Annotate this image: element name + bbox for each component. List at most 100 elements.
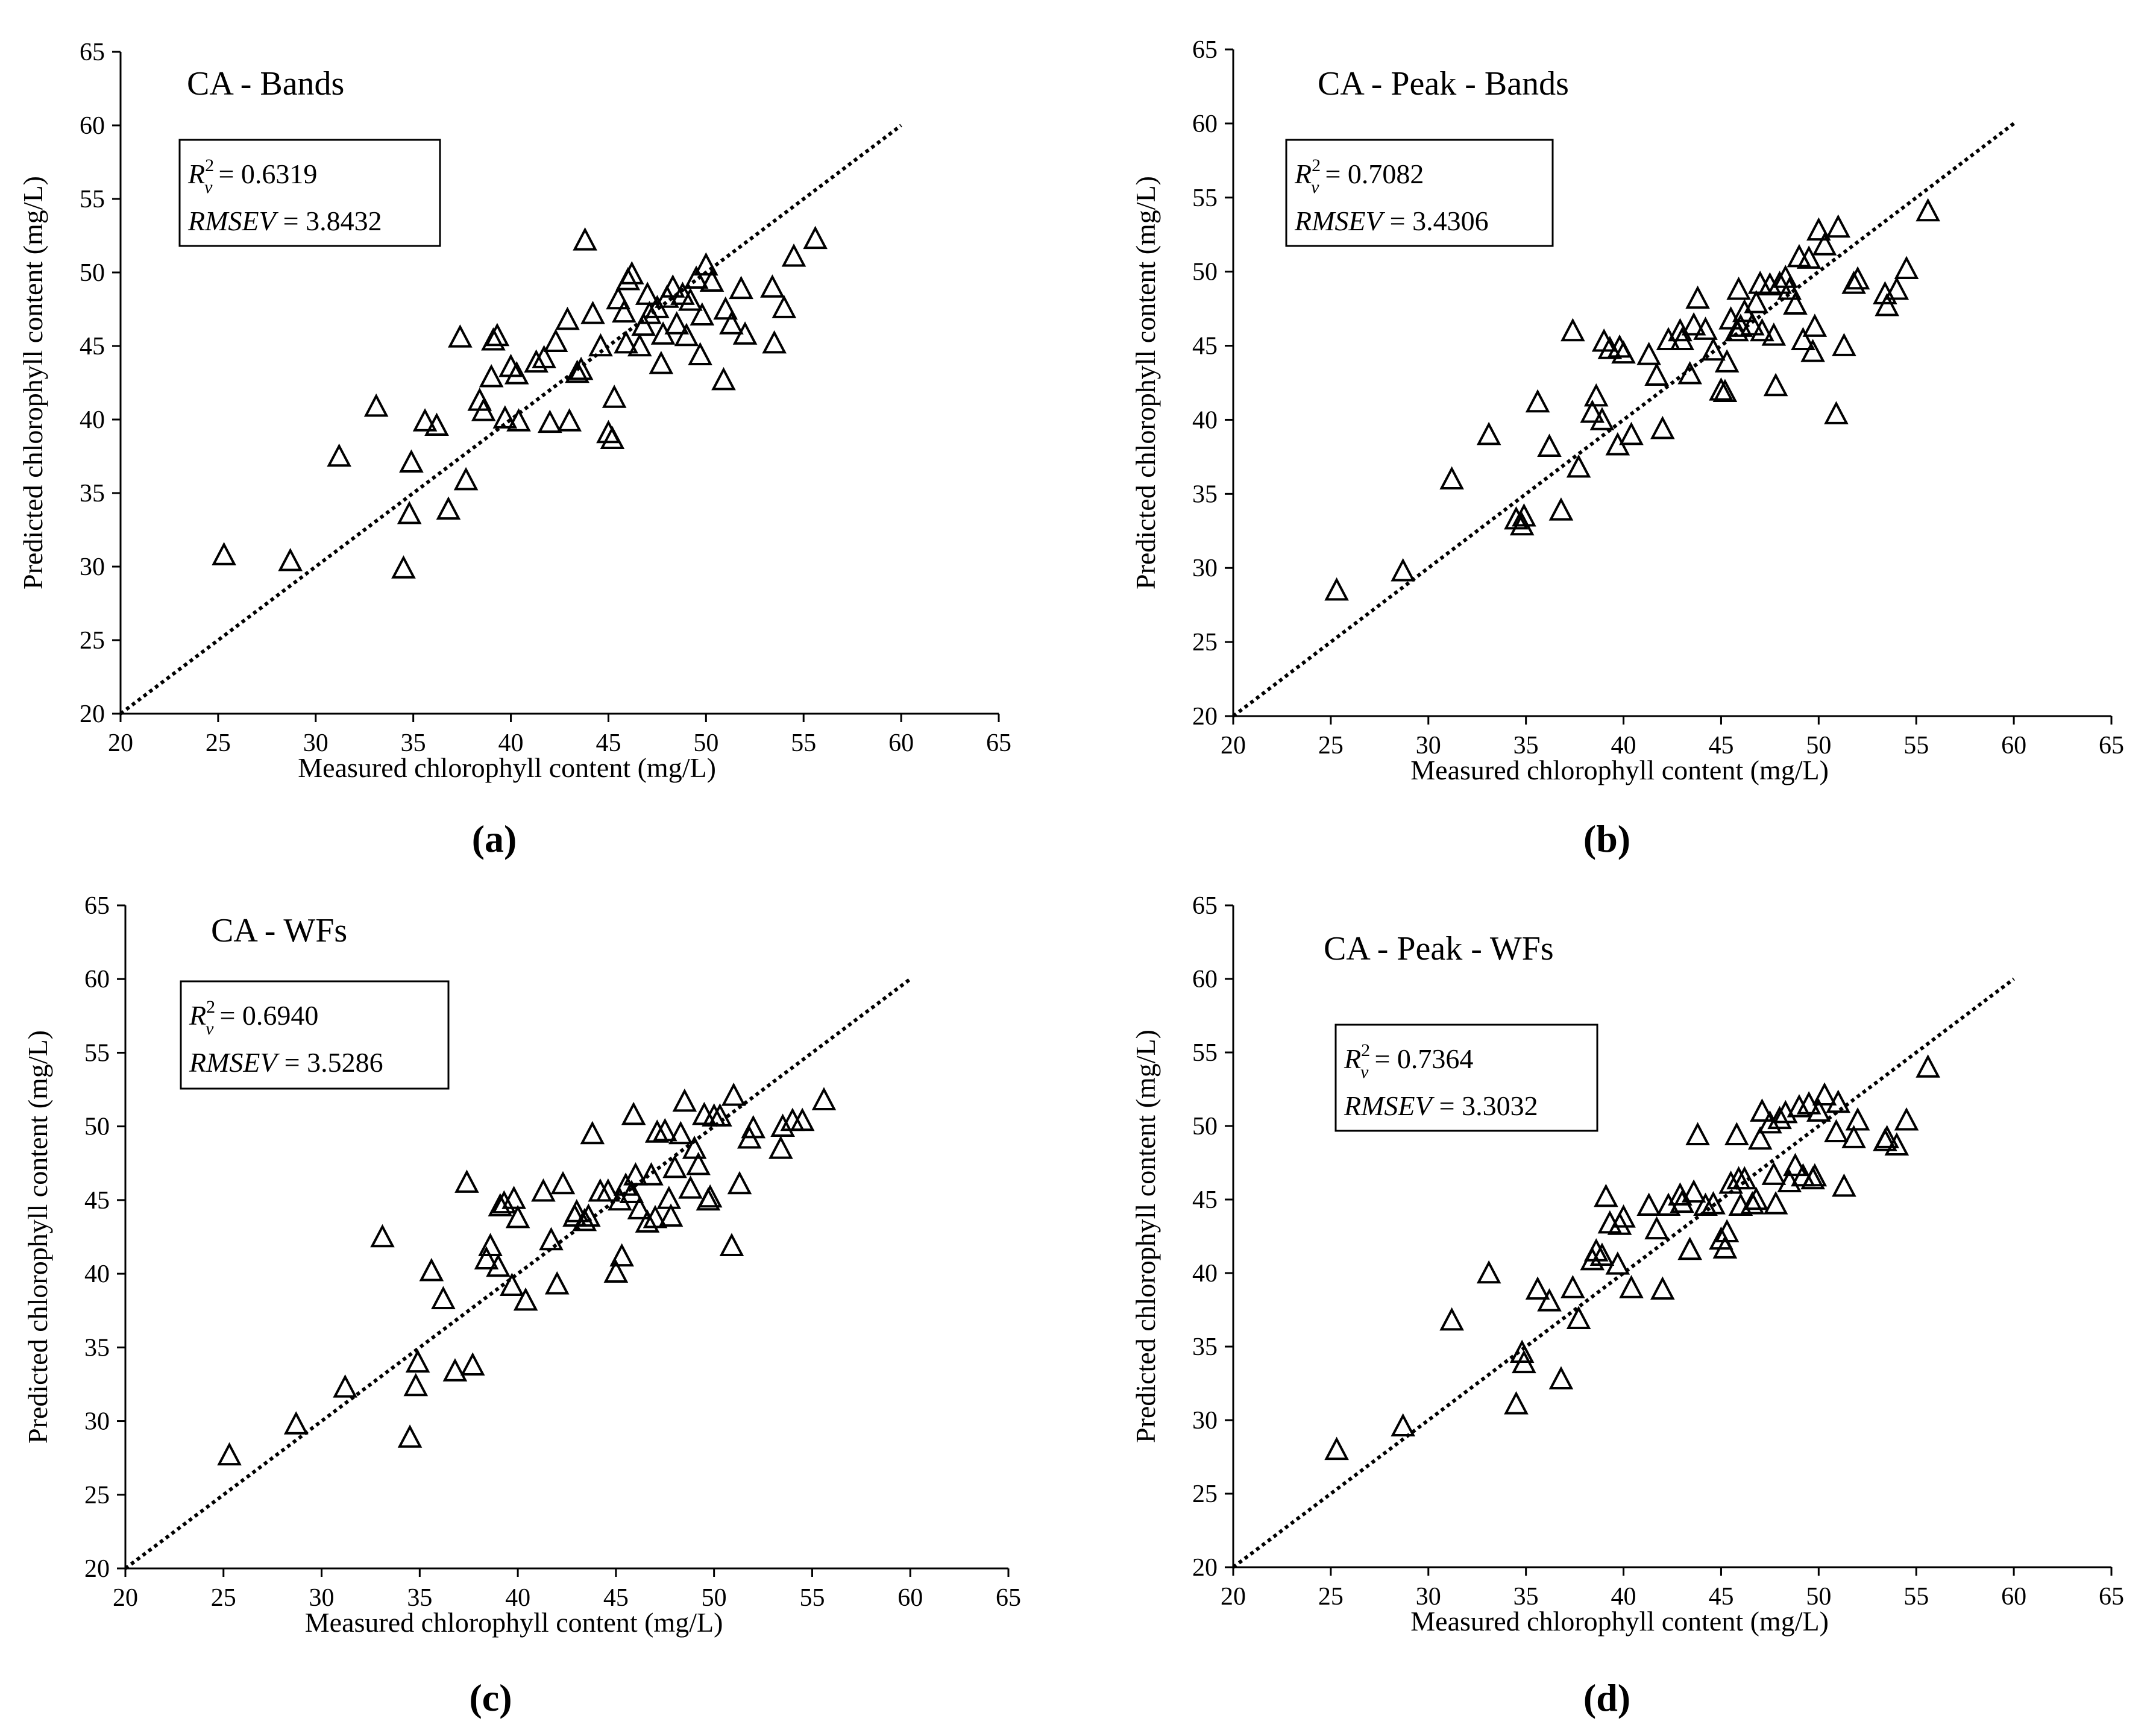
x-tick-label: 65 (996, 1584, 1021, 1612)
rmsev-label: RMSEV (189, 1047, 280, 1078)
rmsev-text: RMSEV = 3.3032 (1344, 1090, 1538, 1121)
data-point (1583, 383, 1609, 407)
data-point (1750, 1098, 1774, 1122)
data-point (1744, 1186, 1769, 1210)
data-point (1894, 1107, 1919, 1131)
data-point (212, 542, 236, 565)
y-tick-label: 60 (80, 112, 105, 140)
data-point (631, 312, 656, 336)
y-tick-label: 35 (84, 1334, 110, 1362)
x-tick-label: 50 (1806, 732, 1831, 760)
data-point (719, 1233, 744, 1256)
data-point (614, 330, 638, 354)
data-point (600, 426, 625, 450)
data-point (1476, 421, 1501, 445)
data-point (1636, 342, 1661, 365)
r2-text: R2 v = 0.7082 (1294, 156, 1424, 197)
x-tick-label: 55 (799, 1584, 825, 1612)
data-point (481, 327, 506, 351)
data-point (606, 286, 630, 310)
data-point (619, 261, 644, 285)
data-point (1783, 1153, 1808, 1177)
data-point (460, 1352, 485, 1376)
data-point (649, 350, 674, 374)
data-point (596, 1178, 621, 1202)
data-point (760, 274, 785, 298)
data-point (1677, 360, 1702, 385)
chart-d: 20 25 30 35 40 45 50 55 60 65 20 25 30 35 40 45 50 55 60 65… (1130, 892, 2124, 1637)
x-tick-label: 30 (309, 1584, 335, 1612)
data-point (602, 385, 627, 408)
data-point (627, 1196, 652, 1219)
data-point (811, 1087, 837, 1110)
data-point (711, 366, 736, 391)
data-point (397, 1424, 423, 1448)
x-tick-label: 20 (108, 729, 133, 757)
data-point (1841, 271, 1866, 294)
x-tick-label: 45 (1708, 732, 1733, 760)
data-point (1644, 362, 1669, 386)
y-tick-label: 20 (1192, 703, 1218, 731)
y-axis-title: Predicted chlorophyll content (mg/L) (17, 176, 48, 590)
r2-text: R2 v = 0.7364 (1344, 1040, 1473, 1082)
y-axis-title: Predicted chlorophyll content (mg/L) (22, 1030, 53, 1444)
data-point (1391, 1413, 1415, 1437)
data-point (1841, 1125, 1866, 1148)
y-tick-label: 50 (80, 259, 105, 287)
y-axis-title: Predicted chlorophyll content (mg/L) (1130, 1030, 1161, 1443)
data-point (678, 1175, 703, 1199)
r2-superscript: 2 (206, 997, 215, 1017)
rmsev-text: RMSEV = 3.8432 (187, 206, 382, 236)
data-point (1701, 337, 1726, 361)
data-point (436, 496, 461, 520)
data-point (1894, 256, 1919, 280)
rmsev-label: RMSEV (187, 206, 279, 236)
chart-title: CA - Bands (187, 65, 344, 102)
r2-value: = 0.6319 (218, 159, 317, 189)
data-point (1611, 340, 1636, 364)
y-tick-label: 65 (80, 39, 105, 66)
x-tick-label: 60 (2001, 1583, 2026, 1611)
data-point (1783, 291, 1808, 315)
y-tick-label: 40 (84, 1260, 110, 1288)
x-tick-label: 30 (303, 729, 328, 757)
y-tick-label: 55 (84, 1039, 110, 1067)
x-tick-label: 55 (1903, 1583, 1929, 1611)
data-point (684, 265, 709, 289)
chart-b: 20 25 30 35 40 45 50 55 60 65 20 25 30 35 40 45 50 55 60 65… (1130, 36, 2124, 785)
data-point (729, 275, 753, 300)
data-point (544, 1271, 570, 1295)
data-point (1806, 1098, 1831, 1122)
data-point (1650, 415, 1675, 439)
y-tick-label: 45 (1192, 1186, 1218, 1214)
data-point (1761, 1162, 1787, 1185)
chart-title: CA - Peak - WFs (1324, 930, 1554, 967)
y-tick-label: 20 (84, 1555, 110, 1583)
data-point (1802, 313, 1828, 337)
data-point (506, 408, 531, 432)
data-point (1826, 214, 1851, 238)
data-point (1884, 1132, 1909, 1156)
data-point (1650, 1276, 1675, 1300)
data-point (412, 408, 438, 432)
x-tick-label: 40 (505, 1584, 530, 1612)
data-point (1636, 1192, 1661, 1216)
y-tick-label: 25 (80, 627, 105, 655)
x-tick-label: 35 (1513, 732, 1539, 760)
r2-value: = 0.7364 (1374, 1043, 1473, 1074)
data-point (781, 243, 806, 267)
data-point (609, 1243, 634, 1267)
panel-c: 20 25 30 35 40 45 50 55 60 65 20 25 30 35 40 45 50 55 60 65… (0, 868, 1076, 1736)
r2-symbol: R (1344, 1043, 1361, 1074)
y-tick-label: 45 (80, 333, 105, 360)
data-point (658, 1203, 684, 1227)
data-point (539, 1227, 564, 1251)
r2-subscript: v (1311, 177, 1319, 197)
data-point (1677, 1236, 1702, 1260)
data-point (550, 1171, 576, 1195)
data-point (1681, 312, 1706, 336)
data-point (1681, 1179, 1706, 1203)
data-point (1750, 318, 1774, 342)
x-axis-title: Measured chlorophyll content (mg/L) (1410, 755, 1829, 785)
data-point (1875, 1125, 1899, 1148)
